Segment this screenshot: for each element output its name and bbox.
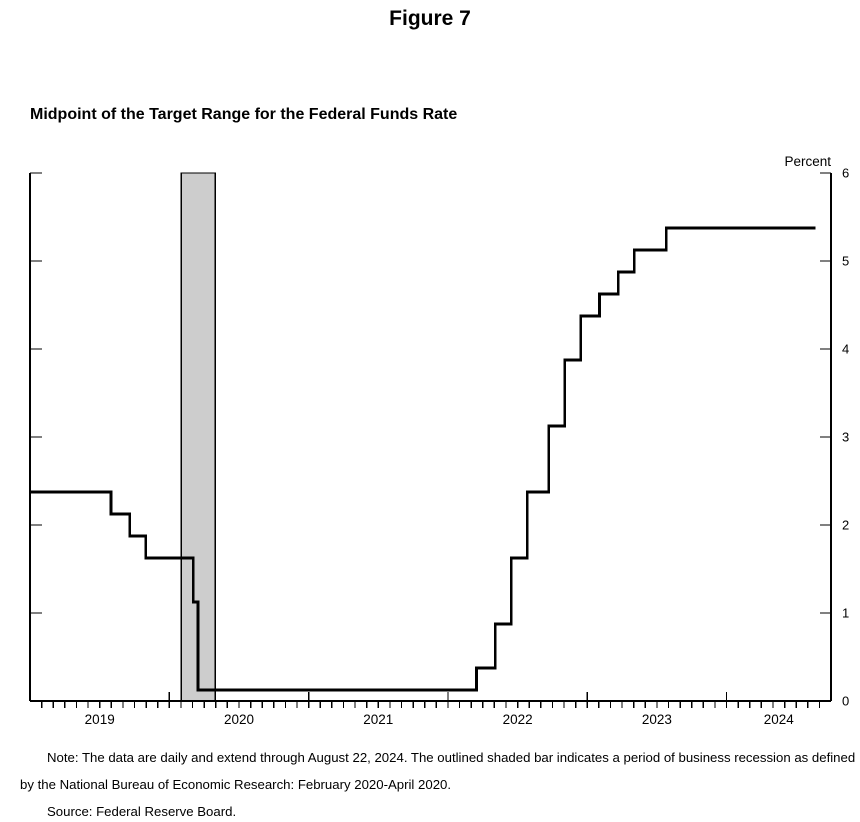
chart-source: Source: Federal Reserve Board. xyxy=(47,804,237,819)
y-tick-label: 2 xyxy=(842,518,849,533)
y-tick-label: 3 xyxy=(842,430,849,445)
chart-notes: Note: The data are daily and extend thro… xyxy=(20,744,858,822)
y-tick-label: 0 xyxy=(842,694,849,709)
x-tick-label: 2022 xyxy=(503,712,533,727)
x-tick-label: 2021 xyxy=(363,712,393,727)
y-tick-label: 5 xyxy=(842,254,849,269)
y-tick-label: 4 xyxy=(842,342,849,357)
chart-heading: Midpoint of the Target Range for the Fed… xyxy=(30,106,458,123)
x-tick-label: 2024 xyxy=(764,712,795,727)
fed-funds-rate-chart: Percent 0 1 2 3 4 5 6 2019 2020 2021 2022 2023 2024 xyxy=(29,154,850,727)
x-tick-label: 2023 xyxy=(642,712,672,727)
rate-step-line xyxy=(30,226,816,692)
axes xyxy=(29,173,832,702)
axis-ticks xyxy=(30,172,831,708)
x-tick-label: 2020 xyxy=(224,712,254,727)
y-tick-label: 1 xyxy=(842,606,849,621)
y-axis-unit-label: Percent xyxy=(784,154,831,169)
chart-note: Note: The data are daily and extend thro… xyxy=(20,750,856,792)
x-tick-label: 2019 xyxy=(85,712,115,727)
figure-title: Figure 7 xyxy=(389,7,471,30)
y-tick-label: 6 xyxy=(842,166,849,181)
axis-labels: Percent 0 1 2 3 4 5 6 2019 2020 2021 2022 2023 2024 xyxy=(85,154,850,727)
